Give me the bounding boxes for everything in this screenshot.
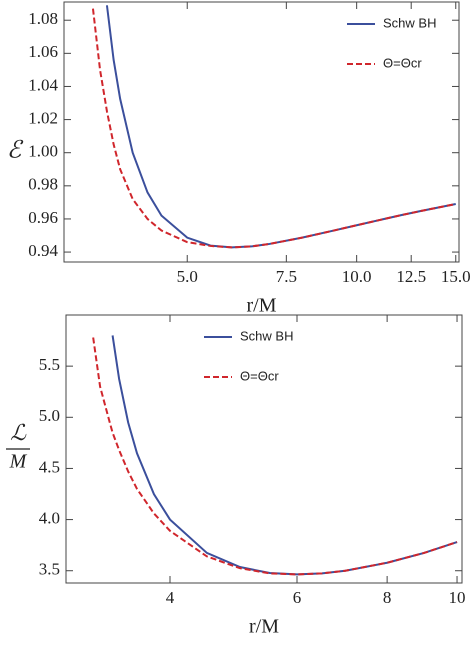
chart: 4 6 8 10 3.5 4.0 4.5 5.0 5.5 r/M ℒM Schw BH Θ=Θcr <box>6 314 466 638</box>
y-tick-label: 1.00 <box>28 142 58 161</box>
chart: 5.0 7.5 10.0 12.5 15.0 0.94 0.96 0.98 1.00 1.02 1.… <box>7 1 471 317</box>
plot-frame <box>65 314 463 584</box>
y-tick-label: 5.0 <box>39 406 60 425</box>
y-axis-label: ℰ <box>7 138 24 164</box>
legend-text: Schw BH <box>383 15 436 30</box>
y-tick-label: 1.08 <box>28 9 58 28</box>
x-tick-label: 12.5 <box>396 267 426 286</box>
x-tick-label: 7.5 <box>276 267 297 286</box>
y-tick-label: 0.94 <box>28 241 58 260</box>
legend-text: Θ=Θcr <box>383 55 422 70</box>
x-axis-label: r/M <box>247 295 277 317</box>
x-tick-label: 4 <box>166 588 175 607</box>
y-tick-label: 1.06 <box>28 42 58 61</box>
y-tick-label: 0.96 <box>28 208 58 227</box>
y-tick-label: 1.02 <box>28 108 58 127</box>
x-tick-label: 8 <box>383 588 392 607</box>
y-tick-label: 4.0 <box>39 508 60 527</box>
legend-text: Θ=Θcr <box>240 368 279 383</box>
y-tick-label: 0.98 <box>28 175 58 194</box>
x-axis-label: r/M <box>249 616 279 638</box>
y-tick-label: 4.5 <box>39 457 60 476</box>
x-tick-label: 15.0 <box>441 267 471 286</box>
series-line <box>105 5 456 249</box>
y-tick-label: 3.5 <box>39 560 60 579</box>
legend-text: Schw BH <box>240 328 293 343</box>
series-line <box>91 8 456 249</box>
plot-frame <box>63 1 460 263</box>
series-line <box>111 335 458 576</box>
y-axis-label-denominator: M <box>9 451 28 473</box>
series-line <box>92 337 458 576</box>
x-tick-label: 10.0 <box>342 267 372 286</box>
y-tick-label: 5.5 <box>39 355 60 374</box>
x-tick-label: 10 <box>449 588 466 607</box>
y-tick-label: 1.04 <box>28 75 58 94</box>
x-tick-label: 5.0 <box>177 267 198 286</box>
x-tick-label: 6 <box>293 588 302 607</box>
y-axis-label-numerator: ℒ <box>10 420 27 445</box>
